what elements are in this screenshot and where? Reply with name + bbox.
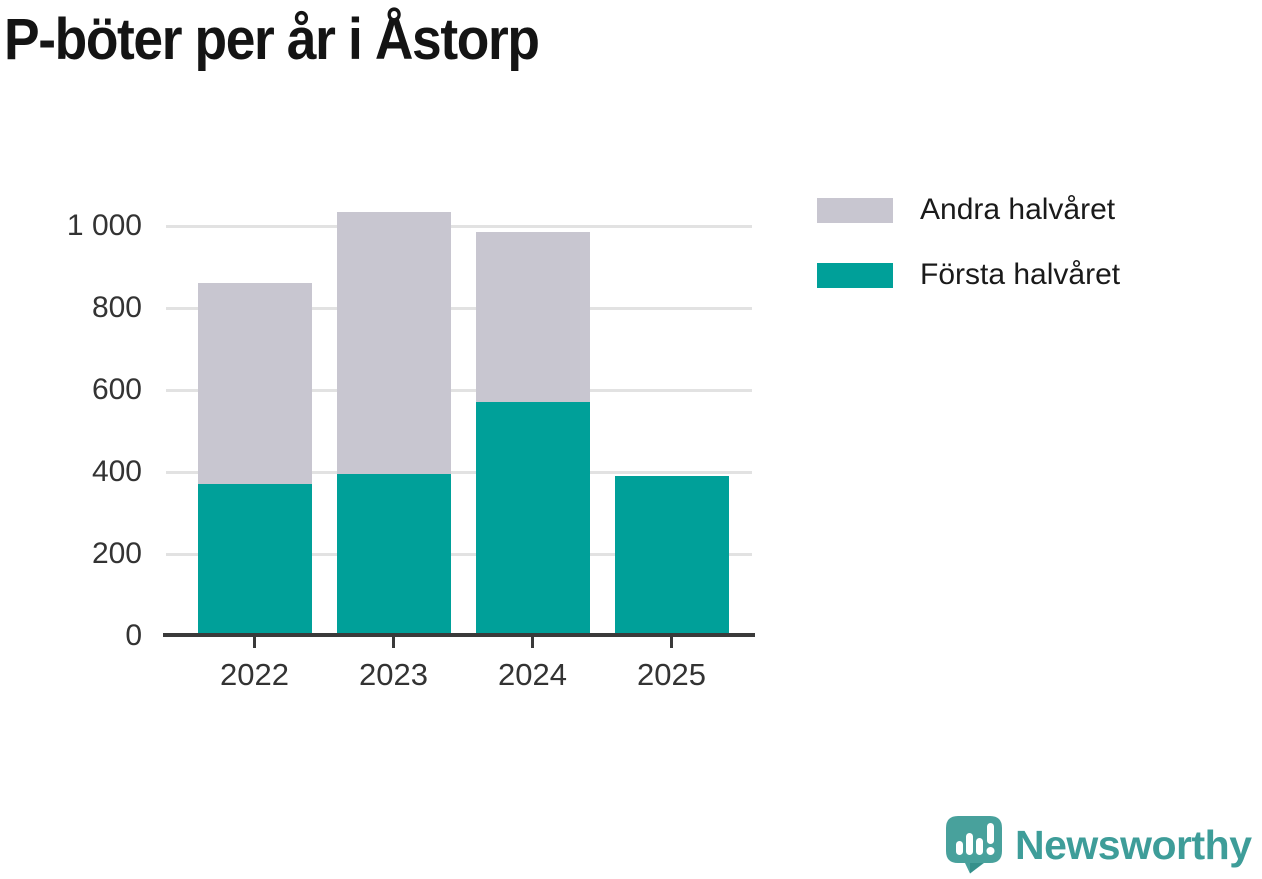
gridline-200 xyxy=(166,553,752,556)
bar-segment-f-rsta-halv-ret-2025 xyxy=(614,476,729,636)
bar-segment-andra-halv-ret-2023 xyxy=(336,211,451,475)
y-axis-tick-label-600: 600 xyxy=(91,373,142,406)
legend-label-f-rsta-halv-ret: Första halvåret xyxy=(920,258,1121,291)
bar-segment-f-rsta-halv-ret-2022 xyxy=(197,484,312,636)
x-axis-tick-label-2024: 2024 xyxy=(498,657,567,692)
y-axis-tick-label-400: 400 xyxy=(91,455,142,488)
bar-segment-andra-halv-ret-2024 xyxy=(475,232,590,403)
legend-swatch-f-rsta-halv-ret xyxy=(817,262,893,288)
y-axis-tick-label-800: 800 xyxy=(91,291,142,324)
y-axis-tick-label-1-000: 1 000 xyxy=(66,209,142,242)
brand-footer: Newsworthy xyxy=(946,816,1252,874)
x-axis-tick-2025 xyxy=(670,637,673,648)
bar-segment-andra-halv-ret-2022 xyxy=(197,283,312,485)
gridline-600 xyxy=(166,389,752,392)
brand-wordmark: Newsworthy xyxy=(1015,822,1252,868)
x-axis-tick-label-2023: 2023 xyxy=(359,657,428,692)
x-axis-tick-2023 xyxy=(392,637,395,648)
chart-title: P-böter per år i Åstorp xyxy=(4,7,540,72)
x-axis-tick-2024 xyxy=(531,637,534,648)
x-axis-line xyxy=(163,633,755,637)
chart-legend: Andra halvåret Första halvåret xyxy=(817,193,1120,292)
y-axis-tick-label-200: 200 xyxy=(91,537,142,570)
gridline-800 xyxy=(166,307,752,310)
gridline-1000 xyxy=(166,225,752,228)
x-axis-tick-label-2022: 2022 xyxy=(220,657,289,692)
bar-segment-f-rsta-halv-ret-2024 xyxy=(475,402,590,636)
bar-segment-f-rsta-halv-ret-2023 xyxy=(336,474,451,636)
gridline-400 xyxy=(166,471,752,474)
legend-row-f-rsta-halv-ret: Första halvåret xyxy=(817,258,1120,292)
legend-row-andra-halv-ret: Andra halvåret xyxy=(817,193,1120,227)
x-axis-tick-2022 xyxy=(253,637,256,648)
legend-swatch-andra-halv-ret xyxy=(817,197,893,223)
y-axis-tick-label-0: 0 xyxy=(125,619,142,652)
x-axis-tick-label-2025: 2025 xyxy=(637,657,706,692)
legend-label-andra-halv-ret: Andra halvåret xyxy=(920,193,1116,226)
newsworthy-logo-icon xyxy=(946,816,1002,874)
